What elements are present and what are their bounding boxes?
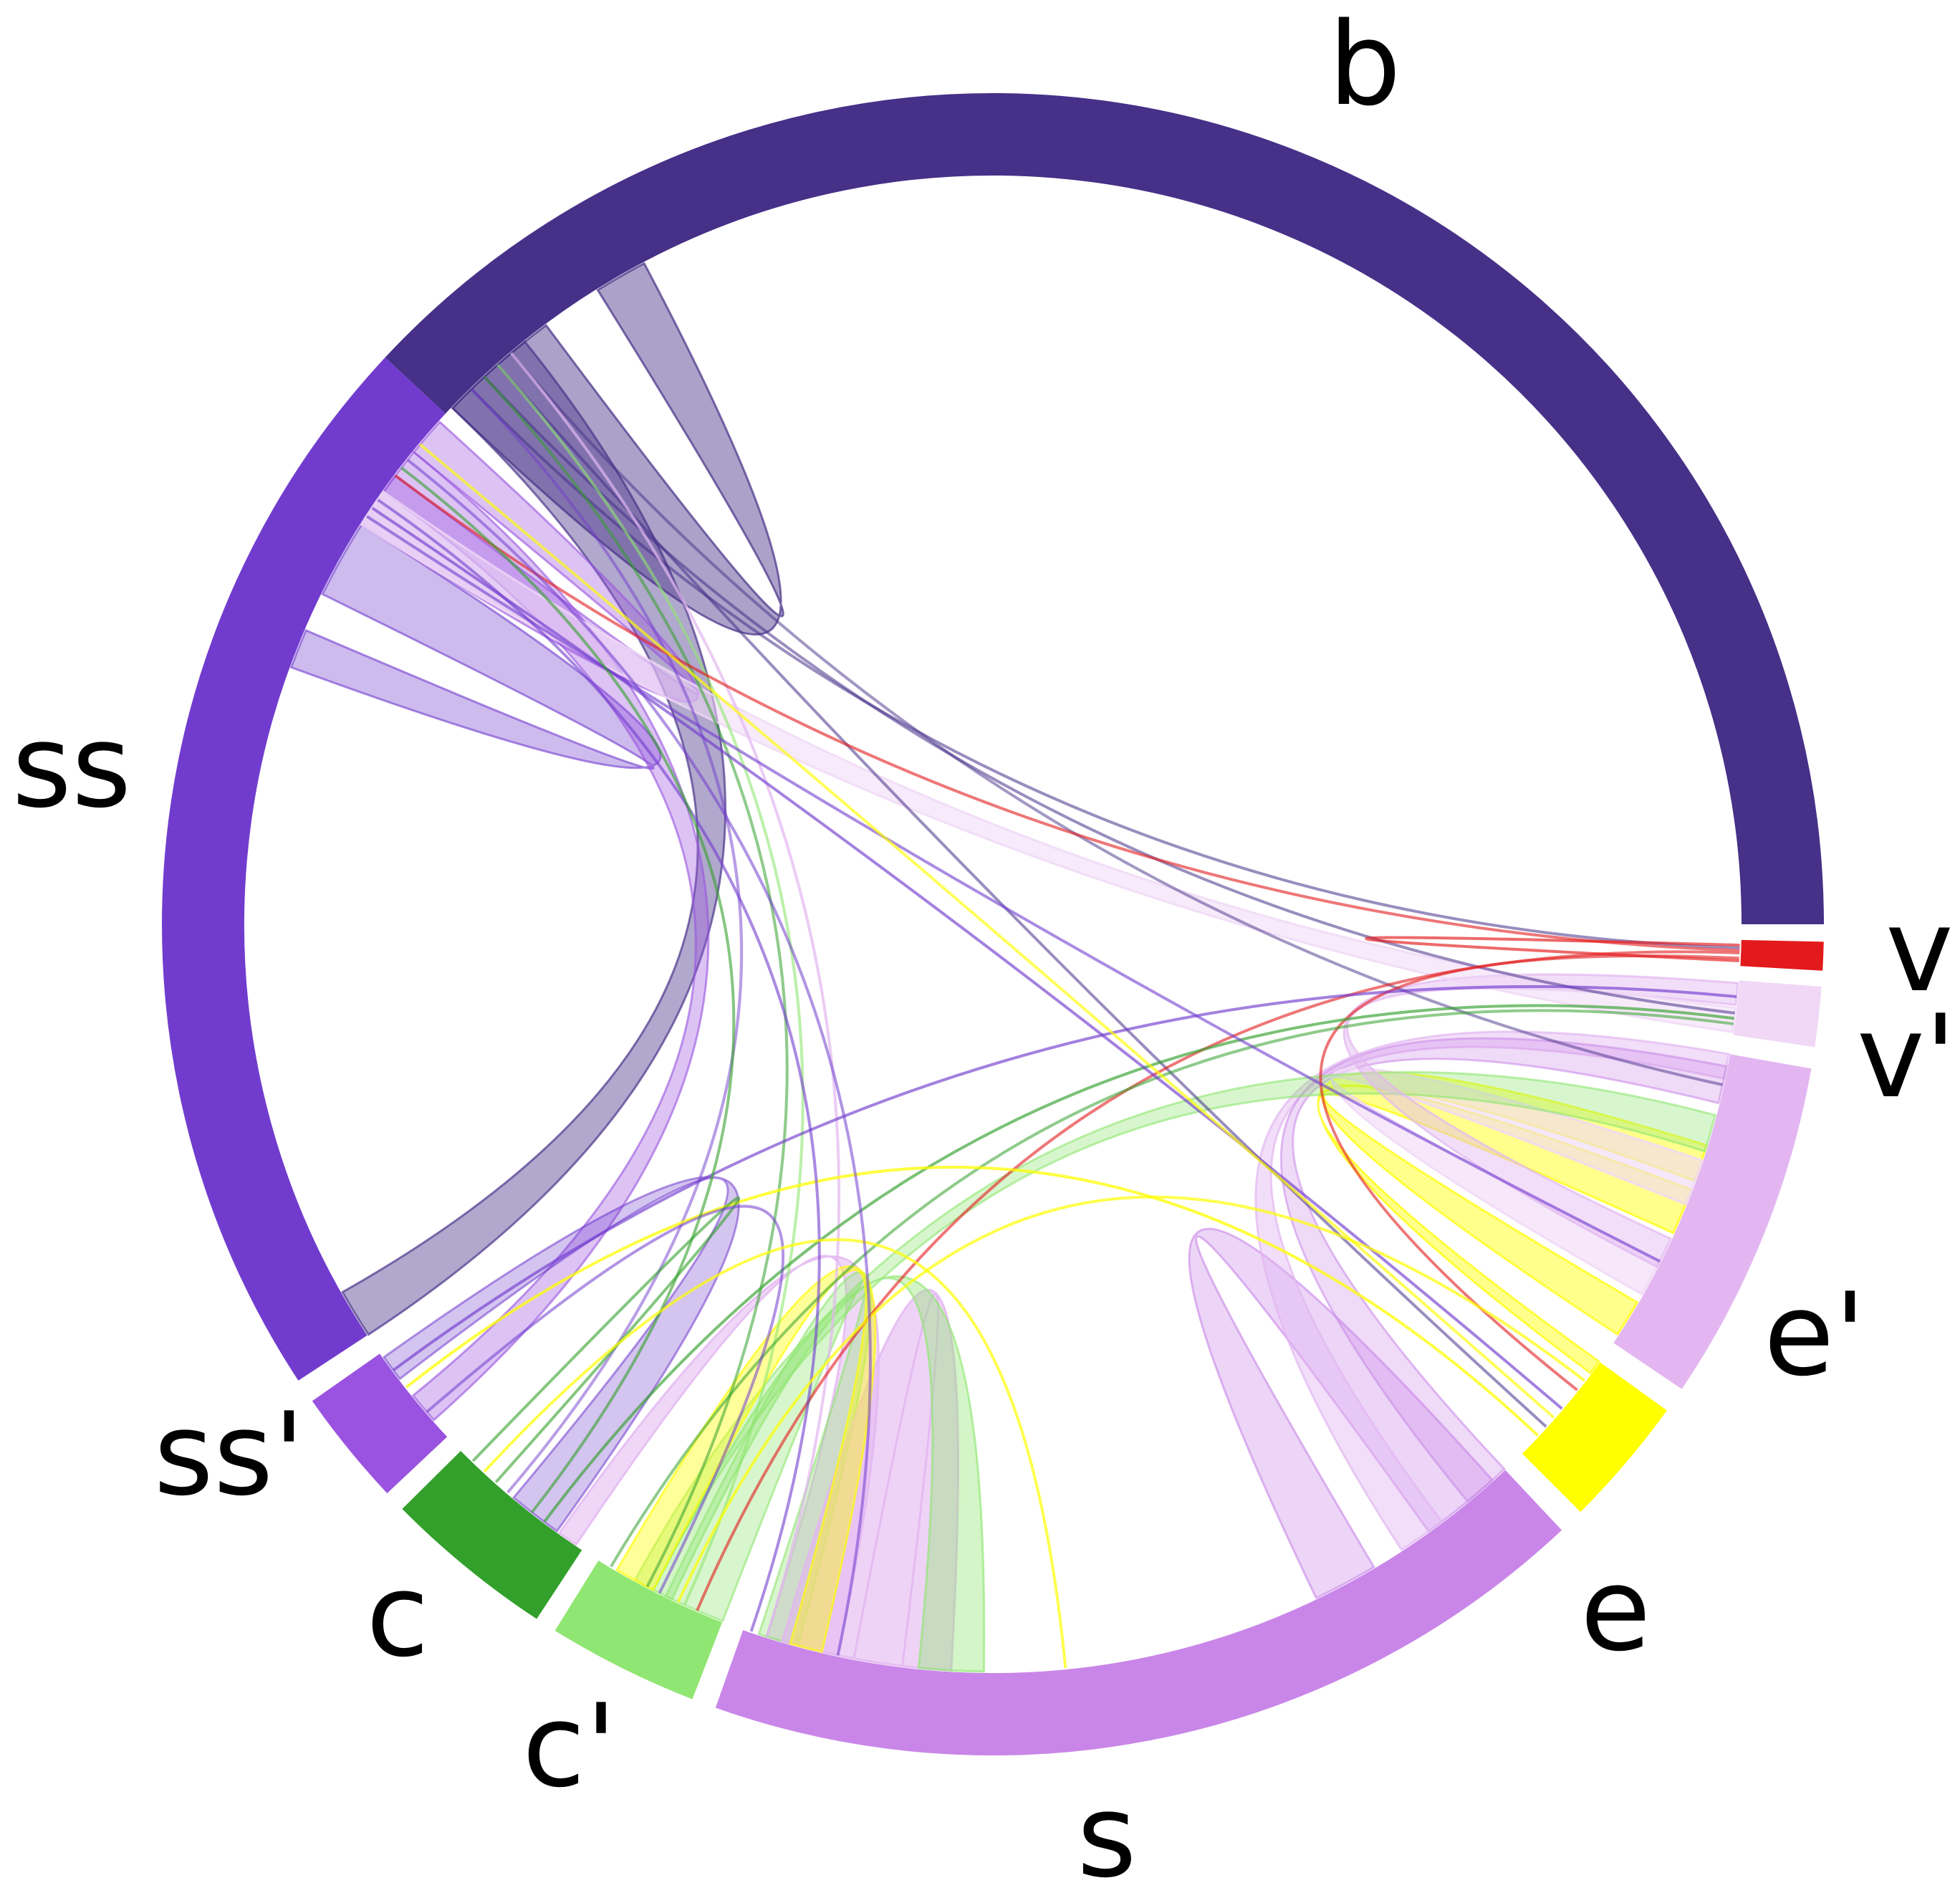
thread-b-cp-5 [496,363,804,1606]
thread-vp-ssp-12 [392,985,1737,1372]
thread-v-ss-9 [394,474,1740,952]
thread-ss-ep-16 [366,515,1661,1263]
segment-arc-ssp [312,1353,448,1494]
segment-arc-s [715,1470,1562,1755]
segment-label-layer: b v v' e' e s c' c ss' ss [12,0,1956,1898]
thread-e-ss-25 [419,443,1555,1419]
label-ss: ss [12,699,132,833]
ribbon-c-ssp-5 [382,1176,740,1533]
thread-vp-cp-14 [610,1009,1734,1568]
ribbon-vp-ss-18 [360,490,1737,1034]
thread-ss-e-15 [371,507,1563,1410]
ribbon-s-ep-11 [1254,1030,1730,1552]
thread-b-ep-3 [509,352,1724,1086]
ribbon-s-ep-12 [1279,1037,1728,1503]
segment-arc-cp [554,1560,723,1700]
segment-arc-e [1522,1361,1667,1513]
segment-arc-b [385,93,1824,925]
thread-cp-e-22 [676,1195,1586,1603]
thread-s-ss-24 [406,459,872,1656]
label-s: s [1077,1769,1136,1898]
label-vp: v' [1857,989,1956,1123]
thread-cp-ssp-21 [426,1204,785,1594]
thread-ss-s-18 [377,498,821,1632]
label-v: v [1885,883,1954,1017]
thread-b-v-0 [470,388,1740,949]
thread-b-s-6 [509,352,841,1637]
segment-arc-vp [1733,979,1822,1048]
label-ssp: ss' [154,1387,305,1521]
thread-b-c-7 [470,388,744,1494]
segment-arc-c [402,1450,582,1619]
thread-b-cp-4 [483,375,789,1588]
segment-arc-v [1740,939,1824,971]
label-b: b [1328,0,1401,131]
segment-arc-layer [162,93,1824,1755]
thread-c-s-23 [483,1238,1067,1669]
thread-v-v-8 [1365,936,1740,962]
segment-arc-ss [162,357,446,1381]
ribbon-ss-ss-2 [289,523,662,770]
ribbon-ep-ep-14 [1321,1084,1693,1336]
thread-c-ss-19 [400,466,736,1514]
thread-vp-c-13 [543,1004,1734,1523]
label-e: e [1580,1543,1651,1677]
thread-ssp-e-17 [405,1166,1539,1437]
label-c: c [366,1548,429,1682]
ribbon-s-s-8 [781,1288,959,1672]
label-ep: e' [1764,1267,1865,1401]
thread-layer [366,352,1740,1669]
thread-v-e-11 [1319,954,1739,1391]
label-cp: c' [522,1679,617,1813]
segment-arc-ep [1613,1054,1812,1389]
